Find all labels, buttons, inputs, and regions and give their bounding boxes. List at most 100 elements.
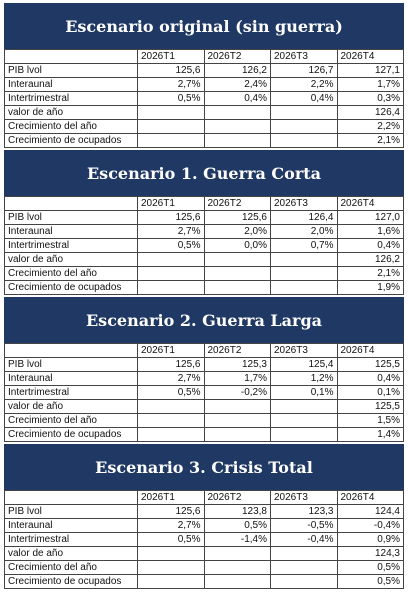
data-row: Interaunal 2,7% 1,7% 1,2% 0,4% (4, 371, 404, 386)
scenario-title: Escenario 2. Guerra Larga (4, 297, 404, 343)
empty-cell (270, 133, 338, 148)
row-label: Intertrimestral (4, 532, 138, 547)
value-cell: 125,6 (137, 210, 205, 225)
data-row: PIB lvol 125,6 123,8 123,3 124,4 (4, 504, 404, 519)
value-cell: 2,7% (137, 224, 205, 239)
value-cell: 2,2% (336, 119, 404, 134)
row-label: Interaunal (4, 518, 138, 533)
column-header: 2026T2 (203, 49, 271, 64)
empty-cell (137, 427, 205, 442)
empty-cell (137, 133, 205, 148)
column-header: 2026T4 (336, 343, 404, 358)
row-label: valor de año (4, 546, 138, 561)
scenario-table: 2026T1 2026T2 2026T3 2026T4 PIB lvol 125,6 125… (4, 196, 404, 295)
value-cell: -0,4% (336, 518, 404, 533)
value-cell: 0,3% (336, 91, 404, 106)
value-cell: 2,0% (203, 224, 271, 239)
data-row: Crecimiento del año 0,5% (4, 560, 404, 575)
scenario: Escenario 1. Guerra Corta 2026T1 2026T2 202… (4, 150, 404, 295)
value-cell: 0,4% (336, 371, 404, 386)
value-cell: 0,5% (137, 532, 205, 547)
corner-cell (4, 490, 138, 505)
value-cell: 125,6 (137, 357, 205, 372)
tables: Escenario original (sin guerra) 2026T1 202… (4, 3, 404, 589)
scenario-title: Escenario 1. Guerra Corta (4, 150, 404, 196)
column-header: 2026T2 (203, 343, 271, 358)
empty-cell (203, 133, 271, 148)
empty-cell (137, 546, 205, 561)
data-row: Crecimiento de ocupados 2,1% (4, 133, 404, 148)
value-cell: 124,3 (336, 546, 404, 561)
header-row: 2026T1 2026T2 2026T3 2026T4 (4, 343, 404, 358)
value-cell: 0,5% (203, 518, 271, 533)
empty-cell (203, 413, 271, 428)
empty-cell (137, 280, 205, 295)
value-cell: -0,2% (203, 385, 271, 400)
scenario: Escenario 3. Crisis Total 2026T1 2026T2 202… (4, 444, 404, 589)
row-label: PIB lvol (4, 504, 138, 519)
empty-cell (270, 574, 338, 589)
value-cell: 2,2% (270, 77, 338, 92)
value-cell: 125,5 (336, 399, 404, 414)
value-cell: 125,6 (137, 504, 205, 519)
column-header: 2026T2 (203, 196, 271, 211)
value-cell: 2,0% (270, 224, 338, 239)
empty-cell (270, 560, 338, 575)
row-label: Crecimiento del año (4, 119, 138, 134)
value-cell: 0,5% (137, 91, 205, 106)
empty-cell (270, 119, 338, 134)
empty-cell (203, 560, 271, 575)
empty-cell (203, 105, 271, 120)
data-row: Crecimiento del año 2,1% (4, 266, 404, 281)
value-cell: 126,4 (270, 210, 338, 225)
value-cell: 126,4 (336, 105, 404, 120)
value-cell: 0,5% (137, 238, 205, 253)
data-row: PIB lvol 125,6 125,6 126,4 127,0 (4, 210, 404, 225)
value-cell: 0,5% (336, 560, 404, 575)
data-row: PIB lvol 125,6 126,2 126,7 127,1 (4, 63, 404, 78)
value-cell: 0,7% (270, 238, 338, 253)
value-cell: 125,6 (203, 210, 271, 225)
value-cell: 124,4 (336, 504, 404, 519)
value-cell: 2,7% (137, 518, 205, 533)
value-cell: 1,7% (336, 77, 404, 92)
empty-cell (270, 413, 338, 428)
empty-cell (203, 399, 271, 414)
column-header: 2026T4 (336, 196, 404, 211)
data-row: Interaunal 2,7% 2,4% 2,2% 1,7% (4, 77, 404, 92)
header-row: 2026T1 2026T2 2026T3 2026T4 (4, 196, 404, 211)
data-row: valor de año 126,4 (4, 105, 404, 120)
column-header: 2026T3 (270, 196, 338, 211)
row-label: PIB lvol (4, 357, 138, 372)
value-cell: 123,3 (270, 504, 338, 519)
corner-cell (4, 343, 138, 358)
column-header: 2026T1 (137, 49, 205, 64)
empty-cell (270, 280, 338, 295)
data-row: Intertrimestral 0,5% 0,4% 0,4% 0,3% (4, 91, 404, 106)
data-row: valor de año 125,5 (4, 399, 404, 414)
value-cell: 2,1% (336, 133, 404, 148)
empty-cell (270, 266, 338, 281)
data-row: Crecimiento del año 1,5% (4, 413, 404, 428)
value-cell: 1,4% (336, 427, 404, 442)
value-cell: -0,4% (270, 532, 338, 547)
value-cell: 123,8 (203, 504, 271, 519)
data-row: Interaunal 2,7% 0,5% -0,5% -0,4% (4, 518, 404, 533)
scenario-title: Escenario original (sin guerra) (4, 3, 404, 49)
header-row: 2026T1 2026T2 2026T3 2026T4 (4, 49, 404, 64)
value-cell: 1,2% (270, 371, 338, 386)
value-cell: 125,4 (270, 357, 338, 372)
column-header: 2026T1 (137, 196, 205, 211)
corner-cell (4, 49, 138, 64)
data-row: Crecimiento del año 2,2% (4, 119, 404, 134)
scenario: Escenario original (sin guerra) 2026T1 202… (4, 3, 404, 148)
scenario-table: 2026T1 2026T2 2026T3 2026T4 PIB lvol 125,6 123… (4, 490, 404, 589)
empty-cell (137, 119, 205, 134)
value-cell: 1,6% (336, 224, 404, 239)
empty-cell (270, 427, 338, 442)
data-row: Interaunal 2,7% 2,0% 2,0% 1,6% (4, 224, 404, 239)
value-cell: 127,0 (336, 210, 404, 225)
value-cell: -0,5% (270, 518, 338, 533)
row-label: PIB lvol (4, 210, 138, 225)
column-header: 2026T1 (137, 490, 205, 505)
